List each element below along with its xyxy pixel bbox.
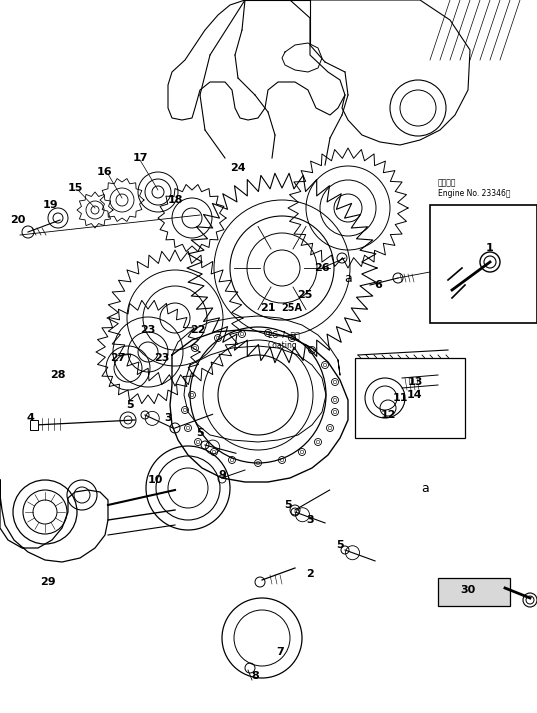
Text: 22: 22: [190, 325, 206, 335]
Text: 12: 12: [380, 410, 396, 420]
Text: 28: 28: [50, 370, 66, 380]
Text: 7: 7: [276, 647, 284, 657]
Text: 3: 3: [306, 515, 314, 525]
Text: 9: 9: [218, 470, 226, 480]
Text: 5: 5: [196, 428, 204, 438]
Text: 25: 25: [297, 290, 313, 300]
Text: 20: 20: [10, 215, 26, 225]
Polygon shape: [0, 480, 108, 562]
Text: 30: 30: [460, 585, 476, 595]
Text: 3: 3: [164, 413, 172, 423]
Bar: [438, 578, 510, 606]
Polygon shape: [168, 0, 345, 120]
Text: 21: 21: [260, 303, 276, 313]
Text: 8: 8: [251, 671, 259, 681]
Text: 14: 14: [407, 390, 423, 400]
Bar: [30, 420, 38, 430]
Text: 10: 10: [147, 475, 163, 485]
Text: 26: 26: [314, 263, 330, 273]
Text: 5: 5: [336, 540, 344, 550]
Text: 19: 19: [42, 200, 58, 210]
Text: 6: 6: [374, 280, 382, 290]
Text: 5: 5: [126, 400, 134, 410]
Text: a: a: [421, 481, 429, 495]
Text: 4: 4: [26, 413, 34, 423]
Text: a: a: [344, 272, 352, 284]
Polygon shape: [170, 330, 348, 482]
Text: 27: 27: [110, 353, 126, 363]
Text: 29: 29: [40, 577, 56, 587]
Text: 18: 18: [167, 195, 183, 205]
Bar: [355, 358, 465, 438]
Text: 23: 23: [140, 325, 156, 335]
Text: LG-7  油漆
Coating: LG-7 油漆 Coating: [268, 330, 300, 349]
Text: 16: 16: [97, 167, 113, 177]
Text: 24: 24: [230, 163, 246, 173]
Text: 15: 15: [67, 183, 83, 193]
Text: 5: 5: [284, 500, 292, 510]
Text: 13: 13: [407, 377, 423, 387]
Text: 23: 23: [154, 353, 170, 363]
Bar: [430, 205, 537, 323]
Text: 適用号機
Engine No. 23346～: 適用号機 Engine No. 23346～: [438, 178, 511, 198]
Text: 25A: 25A: [281, 303, 302, 313]
Text: 1: 1: [486, 243, 494, 253]
Text: 11: 11: [392, 393, 408, 403]
Text: 17: 17: [132, 153, 148, 163]
Text: 2: 2: [306, 569, 314, 579]
